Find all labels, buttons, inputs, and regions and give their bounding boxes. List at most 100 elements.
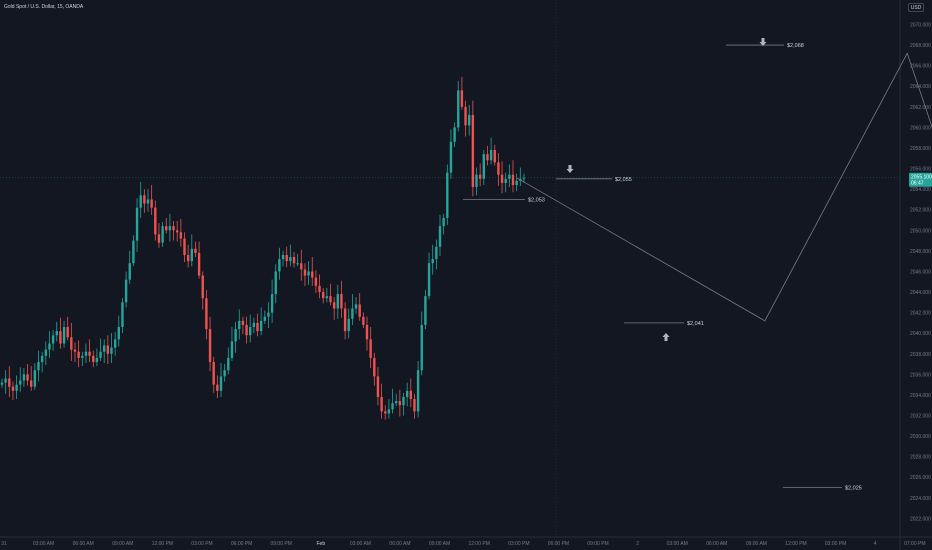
y-tick-label: 2062.000 (910, 105, 931, 111)
candle-body (369, 339, 372, 358)
x-tick-label: 12:00 PM (152, 541, 173, 547)
candle-body (201, 275, 204, 299)
candle-body (354, 304, 358, 309)
candle-body (387, 409, 391, 414)
x-tick-label: Feb (316, 541, 325, 547)
x-tick-label: 07:00 PM (904, 541, 925, 547)
candle-body (351, 308, 354, 319)
current-price-badge (909, 172, 932, 187)
candle-body (88, 351, 91, 356)
candle-body (289, 257, 292, 262)
candle-body (146, 199, 150, 204)
candle-body (303, 269, 307, 276)
candle-body (230, 341, 234, 358)
candle-body (92, 355, 95, 362)
candle-body (132, 240, 135, 264)
candle-body (362, 316, 365, 325)
level-label: $2,025 (845, 486, 862, 492)
y-tick-label: 2066.000 (910, 64, 931, 70)
candle-body (314, 277, 318, 286)
y-tick-label: 2064.000 (910, 84, 931, 90)
candle-body (66, 327, 69, 338)
candle-body (307, 271, 310, 276)
x-tick-label: 03:00 AM (667, 541, 688, 547)
x-tick-label: 06:00 AM (706, 541, 727, 547)
candle-body (161, 226, 164, 243)
candle-body (190, 248, 193, 262)
y-tick-label: 2052.000 (910, 208, 931, 214)
candle-body (478, 174, 482, 179)
candle-body (468, 115, 471, 126)
candle-body (179, 232, 183, 239)
candle-body (249, 327, 252, 336)
candle-body (4, 378, 7, 383)
candle-body (143, 195, 146, 204)
currency-button[interactable]: USD (908, 3, 924, 12)
y-tick-label: 2042.000 (910, 311, 931, 317)
candle-body (508, 174, 511, 179)
candle-body (402, 396, 405, 406)
x-tick-label: 03:00 AM (350, 541, 371, 547)
candle-body (62, 327, 66, 344)
candle-body (395, 401, 398, 404)
y-tick-label: 2032.000 (910, 414, 931, 420)
candle-body (504, 178, 507, 183)
y-tick-label: 2028.000 (910, 455, 931, 461)
candle-body (442, 217, 445, 227)
y-tick-label: 2048.000 (910, 249, 931, 255)
candle-body (59, 331, 62, 344)
candle-body (500, 174, 504, 183)
candle-body (103, 345, 106, 352)
x-tick-label: 12:00 PM (785, 541, 806, 547)
candle-body (219, 376, 223, 391)
candle-body (329, 296, 332, 303)
candle-body (420, 324, 423, 371)
candle-body (274, 271, 277, 295)
candle-body (172, 226, 175, 231)
candle-body (380, 396, 383, 412)
y-tick-label: 2036.000 (910, 372, 931, 378)
candle-body (256, 322, 259, 332)
y-tick-label: 2022.000 (910, 516, 931, 522)
candle-body (183, 238, 186, 255)
y-tick-label: 2046.000 (910, 269, 931, 275)
candle-body (238, 320, 241, 330)
candle-body (471, 115, 475, 188)
candle-body (311, 271, 314, 278)
y-tick-label: 2040.000 (910, 331, 931, 337)
candle-body (398, 401, 402, 406)
candle-body (332, 302, 336, 309)
candle-body (391, 403, 394, 410)
candle-body (267, 312, 270, 317)
candle-body (117, 327, 120, 340)
candle-body (325, 296, 329, 299)
candle-body (40, 355, 44, 362)
candle-body (489, 150, 493, 161)
y-tick-label: 2060.000 (910, 125, 931, 131)
candle-body (427, 263, 431, 297)
x-tick-label: 03:00 PM (825, 541, 846, 547)
candle-body (464, 106, 467, 126)
candle-body (413, 399, 416, 412)
candle-body (431, 259, 434, 264)
x-tick-label: 06:00 PM (548, 541, 569, 547)
candle-body (318, 285, 321, 293)
candle-body (457, 90, 460, 128)
candle-body (405, 390, 409, 397)
candle-body (33, 370, 37, 387)
candle-body (30, 380, 33, 387)
level-label: $2,041 (687, 321, 704, 327)
candle-body (110, 347, 113, 354)
y-tick-label: 2050.000 (910, 228, 931, 234)
candle-body (493, 150, 496, 163)
candle-body (106, 345, 110, 354)
x-tick-label: 09:00 AM (429, 541, 450, 547)
candle-body (373, 357, 376, 377)
candle-body (11, 386, 15, 391)
symbol-title[interactable]: Gold Spot / U.S. Dollar, 15, OANDA (4, 4, 84, 10)
level-label: $2,055 (615, 177, 632, 183)
candle-body (497, 162, 500, 175)
candle-body (435, 246, 438, 260)
x-tick-label: 09:00 PM (587, 541, 608, 547)
